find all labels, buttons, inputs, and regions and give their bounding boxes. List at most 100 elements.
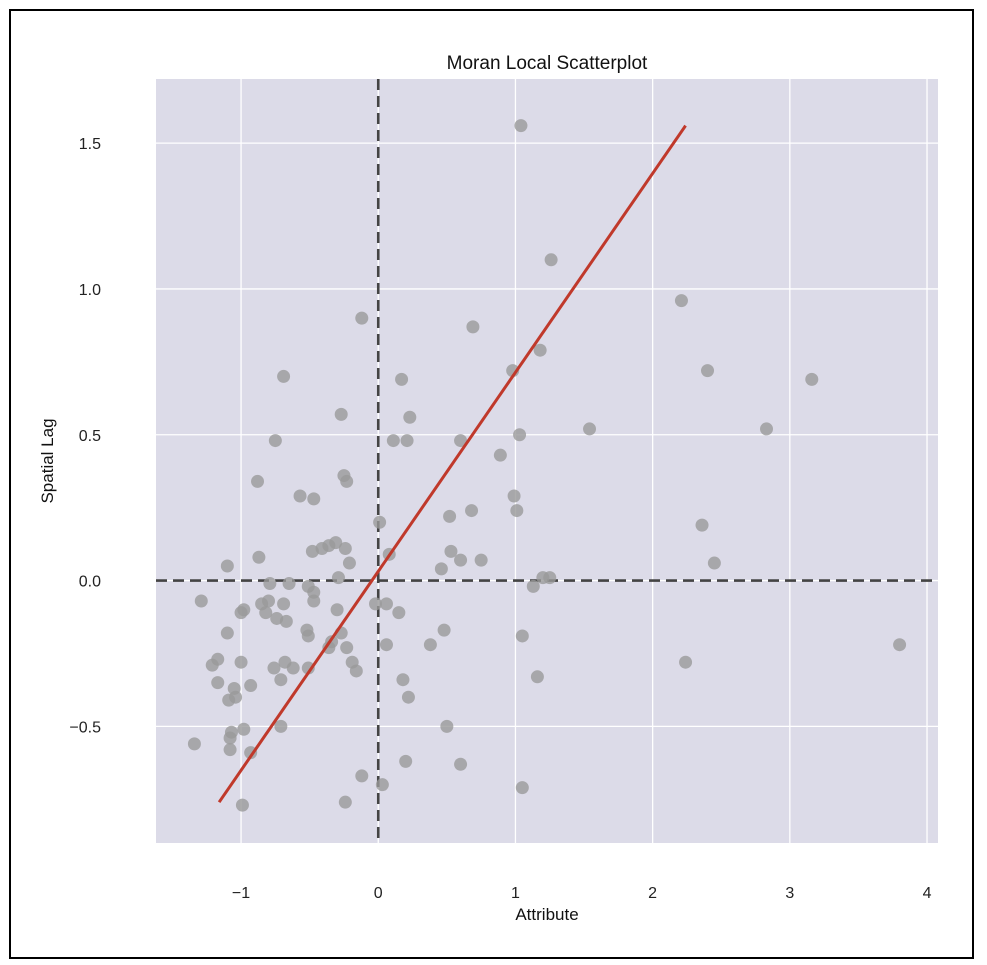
- y-tick-label: 0.0: [79, 574, 101, 591]
- data-point: [268, 434, 282, 448]
- data-point: [279, 614, 293, 628]
- data-point: [401, 690, 415, 704]
- data-point: [301, 629, 315, 643]
- data-point: [340, 474, 354, 488]
- data-point: [386, 434, 400, 448]
- data-point: [454, 757, 468, 771]
- data-point: [234, 655, 248, 669]
- data-point: [373, 515, 387, 529]
- data-point: [307, 492, 321, 506]
- data-point: [379, 597, 393, 611]
- data-point: [305, 544, 319, 558]
- data-point: [454, 434, 468, 448]
- data-point: [263, 576, 277, 590]
- data-point: [331, 571, 345, 585]
- y-tick-label: −0.5: [69, 719, 101, 736]
- data-point: [338, 541, 352, 555]
- data-point: [355, 311, 369, 325]
- data-point: [474, 553, 488, 567]
- data-point: [355, 769, 369, 783]
- data-point: [211, 676, 225, 690]
- data-point: [440, 719, 454, 733]
- data-point: [301, 661, 315, 675]
- data-point: [277, 597, 291, 611]
- data-point: [679, 655, 693, 669]
- data-point: [286, 661, 300, 675]
- data-point: [223, 743, 237, 757]
- y-tick-label: 1.5: [79, 136, 101, 153]
- data-point: [707, 556, 721, 570]
- tick-labels: −1 0 1 2 3 4 −0.5 0.0 0.5 1.0 1.5: [69, 136, 931, 902]
- data-point: [760, 422, 774, 436]
- data-point: [526, 579, 540, 593]
- data-point: [235, 798, 249, 812]
- data-point: [583, 422, 597, 436]
- data-point: [379, 638, 393, 652]
- data-point: [466, 320, 480, 334]
- data-point: [454, 553, 468, 567]
- data-point: [530, 670, 544, 684]
- data-point: [392, 606, 406, 620]
- data-point: [205, 658, 219, 672]
- data-point: [893, 638, 907, 652]
- x-tick-label: −1: [232, 885, 250, 902]
- data-point: [805, 372, 819, 386]
- data-point: [338, 795, 352, 809]
- data-point: [434, 562, 448, 576]
- data-point: [515, 781, 529, 795]
- data-point: [259, 606, 273, 620]
- data-point: [399, 754, 413, 768]
- data-point: [701, 364, 715, 378]
- moran-scatterplot: −1 0 1 2 3 4 −0.5 0.0 0.5 1.0 1.5 Moran Local Scat…: [38, 53, 938, 924]
- data-point: [282, 576, 296, 590]
- data-point: [674, 294, 688, 308]
- data-point: [465, 504, 479, 518]
- data-point: [274, 673, 288, 687]
- data-point: [493, 448, 507, 462]
- data-point: [251, 474, 265, 488]
- figure-frame: −1 0 1 2 3 4 −0.5 0.0 0.5 1.0 1.5 Moran Local Scat…: [9, 9, 974, 959]
- x-tick-label: 3: [785, 885, 794, 902]
- x-tick-label: 4: [923, 885, 932, 902]
- data-point: [252, 550, 266, 564]
- data-point: [277, 369, 291, 383]
- data-point: [514, 119, 528, 133]
- data-point: [543, 571, 557, 585]
- data-point: [403, 410, 417, 424]
- data-point: [222, 693, 236, 707]
- data-point: [695, 518, 709, 532]
- data-point: [334, 407, 348, 421]
- data-point: [220, 559, 234, 573]
- data-point: [237, 722, 251, 736]
- data-point: [443, 509, 457, 523]
- x-tick-label: 2: [648, 885, 657, 902]
- data-point: [349, 664, 363, 678]
- data-point: [400, 434, 414, 448]
- data-point: [220, 626, 234, 640]
- x-axis-label: Attribute: [515, 905, 578, 924]
- data-point: [187, 737, 201, 751]
- y-tick-label: 0.5: [79, 428, 101, 445]
- data-point: [293, 489, 307, 503]
- data-point: [396, 673, 410, 687]
- data-point: [342, 556, 356, 570]
- data-point: [223, 731, 237, 745]
- data-point: [330, 603, 344, 617]
- data-point: [194, 594, 208, 608]
- data-point: [395, 372, 409, 386]
- x-tick-label: 0: [374, 885, 383, 902]
- data-points: [187, 119, 907, 812]
- data-point: [340, 641, 354, 655]
- data-point: [322, 641, 336, 655]
- data-point: [515, 629, 529, 643]
- regression-line: [217, 124, 687, 804]
- data-point: [544, 253, 558, 267]
- data-point: [234, 606, 248, 620]
- data-point: [533, 343, 547, 357]
- data-point: [274, 719, 288, 733]
- chart-title: Moran Local Scatterplot: [447, 53, 648, 74]
- data-point: [444, 544, 458, 558]
- data-point: [369, 597, 383, 611]
- data-point: [307, 594, 321, 608]
- data-point: [244, 679, 258, 693]
